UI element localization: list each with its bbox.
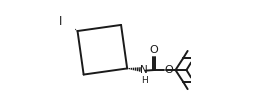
Text: H: H [142, 76, 148, 85]
Text: N: N [140, 65, 148, 75]
Text: O: O [165, 65, 173, 75]
Polygon shape [63, 20, 77, 31]
Text: O: O [150, 45, 159, 55]
Text: I: I [59, 15, 62, 28]
